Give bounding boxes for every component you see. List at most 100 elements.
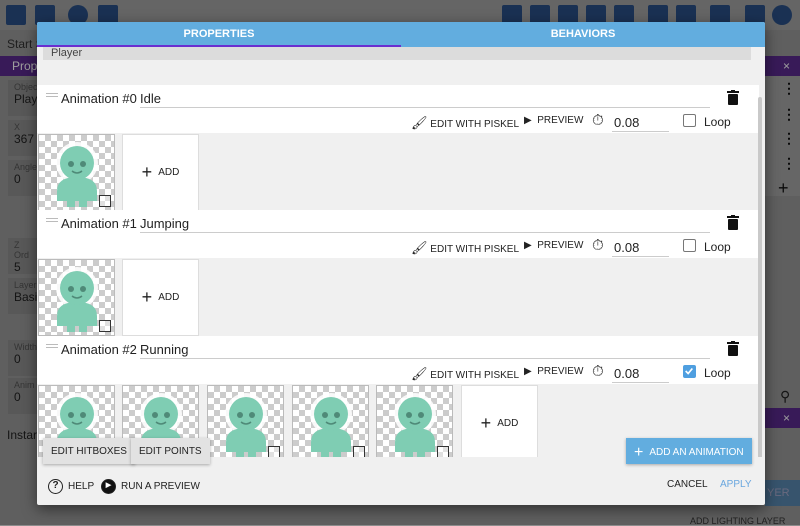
properties-icon[interactable] bbox=[558, 5, 578, 25]
drag-handle-icon[interactable] bbox=[46, 93, 58, 97]
add-layer-icon[interactable]: + bbox=[778, 178, 789, 198]
more-icon[interactable]: ⋮ bbox=[782, 106, 796, 122]
sprite-image bbox=[56, 142, 98, 207]
add-sprite-button[interactable]: + ADD bbox=[122, 134, 199, 211]
run-preview-button[interactable]: ▶ RUN A PREVIEW bbox=[101, 479, 200, 494]
plus-icon: + bbox=[141, 287, 153, 307]
tab-properties[interactable]: PROPERTIES bbox=[37, 22, 401, 47]
play-icon: ▶ bbox=[524, 366, 532, 377]
select-checkbox[interactable] bbox=[353, 446, 365, 457]
checkmark-icon bbox=[685, 367, 693, 375]
speed-input[interactable]: 0.08 bbox=[612, 112, 669, 132]
help-button[interactable]: ? HELP bbox=[48, 479, 94, 494]
layers-icon[interactable] bbox=[614, 5, 634, 25]
select-checkbox[interactable] bbox=[268, 446, 280, 457]
select-checkbox[interactable] bbox=[99, 195, 111, 207]
layers-close-icon[interactable]: × bbox=[755, 56, 800, 76]
tab-behaviors[interactable]: BEHAVIORS bbox=[550, 28, 616, 40]
edit-scene-icon[interactable] bbox=[710, 5, 730, 25]
debug-icon[interactable] bbox=[98, 5, 118, 25]
animation-name-input[interactable]: Idle bbox=[140, 88, 710, 108]
search-icon[interactable]: ⚲ bbox=[780, 388, 791, 404]
more-icon[interactable]: ⋮ bbox=[782, 130, 796, 146]
drag-handle-icon[interactable] bbox=[46, 344, 58, 348]
trash-icon[interactable] bbox=[727, 90, 739, 105]
preview-button[interactable]: ▶ PREVIEW bbox=[524, 115, 583, 126]
edit-with-piskel-button[interactable]: 🖌 EDIT WITH PISKEL bbox=[411, 115, 519, 131]
grid-icon[interactable] bbox=[745, 5, 765, 25]
loop-checkbox[interactable] bbox=[683, 239, 696, 252]
drag-handle-icon[interactable] bbox=[46, 218, 58, 222]
add-sprite-button[interactable]: + ADD bbox=[122, 259, 199, 336]
zoom-reset-icon[interactable] bbox=[772, 5, 792, 25]
add-lighting-layer-button[interactable]: ADD LIGHTING LAYER bbox=[690, 516, 786, 526]
animation-name-input[interactable]: Jumping bbox=[140, 213, 710, 233]
tab-bar: PROPERTIES BEHAVIORS bbox=[37, 22, 765, 47]
animation-tools: 🖌 EDIT WITH PISKEL ▶ PREVIEW ⏱ 0.08 Loop bbox=[37, 111, 759, 132]
object-editor-dialog: PROPERTIES BEHAVIORS Player Animation #0… bbox=[37, 22, 765, 505]
instances-list-icon[interactable] bbox=[586, 5, 606, 25]
speed-input[interactable]: 0.08 bbox=[612, 363, 669, 383]
objects-icon[interactable] bbox=[502, 5, 522, 25]
object-name-bar: Player bbox=[43, 47, 751, 60]
preview-button[interactable]: ▶ PREVIEW bbox=[524, 366, 583, 377]
edit-with-piskel-button[interactable]: 🖌 EDIT WITH PISKEL bbox=[411, 366, 519, 382]
edit-hitboxes-button[interactable]: EDIT HITBOXES bbox=[43, 438, 135, 464]
scrollbar[interactable] bbox=[758, 97, 762, 457]
apply-button[interactable]: APPLY bbox=[720, 479, 752, 490]
more-icon[interactable]: ⋮ bbox=[782, 80, 796, 96]
sprite-image bbox=[310, 393, 352, 457]
plus-icon: + bbox=[141, 162, 153, 182]
more-icon[interactable]: ⋮ bbox=[782, 155, 796, 171]
select-checkbox[interactable] bbox=[437, 446, 449, 457]
animation-tools: 🖌 EDIT WITH PISKEL ▶ PREVIEW ⏱ 0.08 Loop bbox=[37, 362, 759, 383]
select-checkbox[interactable] bbox=[99, 320, 111, 332]
undo-icon[interactable] bbox=[648, 5, 668, 25]
edit-with-piskel-button[interactable]: 🖌 EDIT WITH PISKEL bbox=[411, 240, 519, 256]
paintbrush-icon: 🖌 bbox=[411, 115, 428, 130]
sprite-frame[interactable] bbox=[292, 385, 369, 457]
add-label: ADD bbox=[158, 167, 180, 178]
loop-label: Loop bbox=[704, 115, 731, 129]
scene-tab[interactable]: Start S bbox=[7, 37, 44, 51]
add-label: ADD bbox=[497, 418, 519, 429]
cancel-button[interactable]: CANCEL bbox=[667, 479, 708, 490]
sprite-frame[interactable] bbox=[207, 385, 284, 457]
edit-piskel-label: EDIT WITH PISKEL bbox=[430, 244, 520, 255]
play-icon: ▶ bbox=[101, 479, 116, 494]
trash-icon[interactable] bbox=[727, 341, 739, 356]
object-groups-icon[interactable] bbox=[530, 5, 550, 25]
bg-field: X 367 bbox=[8, 120, 38, 156]
timer-icon: ⏱ bbox=[592, 363, 604, 380]
add-sprite-button[interactable]: + ADD bbox=[461, 385, 538, 457]
edit-points-button[interactable]: EDIT POINTS bbox=[131, 438, 210, 464]
editor-toolbar bbox=[0, 0, 800, 30]
animation-header: Animation #0 Idle 🖌 EDIT WITH PISKEL ▶ P… bbox=[37, 85, 759, 133]
animation-header: Animation #2 Running 🖌 EDIT WITH PISKEL … bbox=[37, 336, 759, 384]
help-label: HELP bbox=[68, 481, 95, 492]
add-animation-button[interactable]: + ADD AN ANIMATION bbox=[626, 438, 752, 464]
add-layer-button[interactable]: YER bbox=[765, 480, 800, 506]
redo-icon[interactable] bbox=[676, 5, 696, 25]
sprite-frame[interactable] bbox=[376, 385, 453, 457]
sprite-frame[interactable] bbox=[38, 134, 115, 211]
project-manager-icon[interactable] bbox=[6, 5, 26, 25]
animation-tools: 🖌 EDIT WITH PISKEL ▶ PREVIEW ⏱ 0.08 Loop bbox=[37, 236, 759, 257]
sprite-frame[interactable] bbox=[38, 259, 115, 336]
edit-piskel-label: EDIT WITH PISKEL bbox=[430, 119, 520, 130]
speed-input[interactable]: 0.08 bbox=[612, 237, 669, 257]
loop-label: Loop bbox=[704, 366, 731, 380]
trash-icon[interactable] bbox=[727, 215, 739, 230]
play-icon: ▶ bbox=[524, 240, 532, 251]
sprites-row: + ADD bbox=[37, 133, 759, 213]
preview-button[interactable]: ▶ PREVIEW bbox=[524, 240, 583, 251]
panel-close-icon[interactable]: × bbox=[755, 408, 800, 428]
plus-icon: + bbox=[480, 413, 492, 433]
properties-panel-header: Prope bbox=[0, 56, 44, 76]
animation-name-input[interactable]: Running bbox=[140, 339, 710, 359]
loop-checkbox[interactable] bbox=[683, 114, 696, 127]
animation-label: Animation #0 bbox=[61, 91, 137, 106]
loop-checkbox[interactable] bbox=[683, 365, 696, 378]
scene-icon[interactable] bbox=[35, 5, 55, 25]
preview-icon[interactable] bbox=[68, 5, 88, 25]
